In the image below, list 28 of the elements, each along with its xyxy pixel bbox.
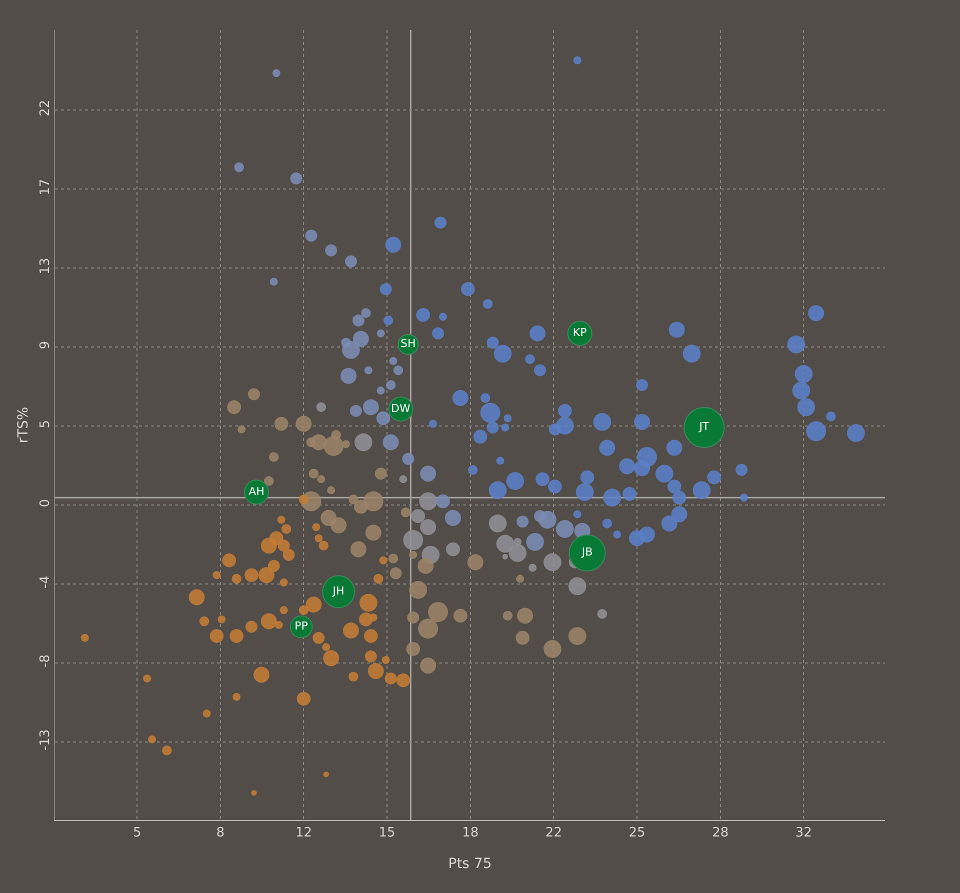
x-tick-label: 32 — [795, 826, 812, 841]
y-tick-label: -4 — [38, 576, 53, 589]
x-tick-label: 5 — [132, 826, 142, 841]
data-label: JH — [332, 584, 344, 598]
data-label: DW — [391, 402, 411, 415]
y-tick-label: 5 — [38, 420, 53, 428]
x-tick-label: 22 — [545, 826, 562, 841]
y-tick-label: -8 — [38, 654, 53, 668]
x-tick-label: 15 — [378, 826, 396, 841]
x-tick-label: 28 — [712, 826, 729, 841]
y-tick-label: 0 — [38, 498, 53, 508]
x-axis-title: Pts 75 — [448, 856, 492, 872]
y-axis-title: rTS% — [15, 406, 32, 444]
y-tick-label: 9 — [38, 340, 53, 350]
y-tick-label: 13 — [38, 258, 53, 274]
y-tick-label: 17 — [38, 178, 53, 196]
x-tick-label: 18 — [462, 826, 479, 841]
x-tick-label: 25 — [628, 826, 646, 841]
data-label: SH — [400, 337, 416, 350]
data-label: JT — [698, 420, 710, 434]
data-label: KP — [572, 326, 588, 340]
y-tick-label: -13 — [38, 729, 53, 751]
y-tick-label: 22 — [38, 100, 53, 116]
data-label: AH — [248, 484, 264, 498]
data-label: JB — [580, 546, 593, 559]
x-tick-label: 8 — [216, 826, 225, 841]
data-label: PP — [294, 620, 308, 633]
x-tick-label: 12 — [295, 826, 312, 841]
